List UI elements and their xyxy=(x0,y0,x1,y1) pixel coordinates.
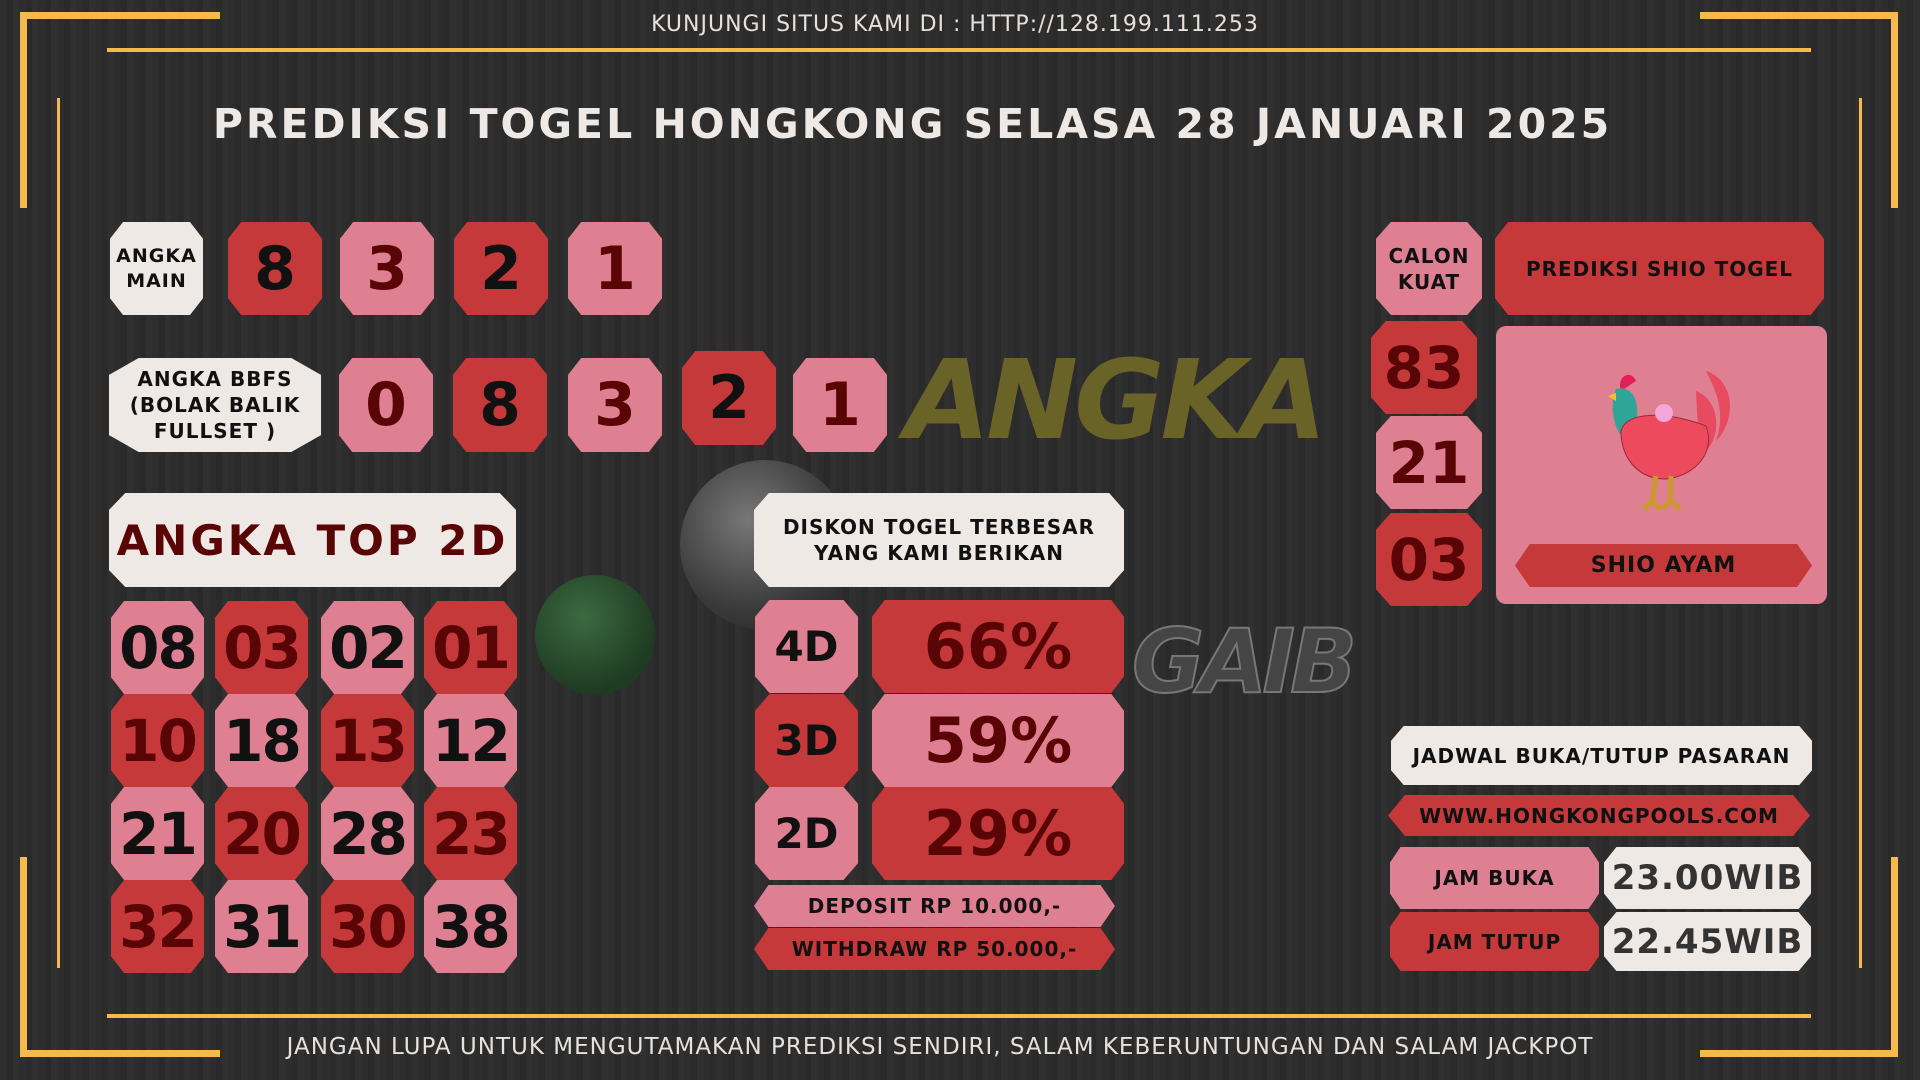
withdraw-info: WITHDRAW RP 50.000,- xyxy=(754,928,1115,970)
label-line: (BOLAK BALIK xyxy=(129,393,301,417)
top-2d-number: 18 xyxy=(215,694,308,787)
bbfs-digit: 1 xyxy=(793,358,887,452)
frame-corner xyxy=(1700,1050,1898,1057)
label-line: ANGKA BBFS xyxy=(137,367,293,391)
frame-corner xyxy=(1700,12,1898,19)
diskon-value: 59% xyxy=(872,694,1124,787)
diskon-type: 4D xyxy=(755,600,858,693)
label-line: ANGKA xyxy=(116,244,197,267)
label-line: MAIN xyxy=(126,269,187,292)
frame-corner xyxy=(1891,12,1898,208)
website-link[interactable]: WWW.HONGKONGPOOLS.COM xyxy=(1388,795,1810,836)
frame-corner xyxy=(20,1050,220,1057)
shio-name: SHIO AYAM xyxy=(1515,544,1812,587)
diskon-type: 3D xyxy=(755,694,858,787)
label-line: KUAT xyxy=(1397,269,1461,294)
label-line: DISKON TOGEL TERBESAR xyxy=(782,515,1096,539)
bbfs-digit: 8 xyxy=(453,358,547,452)
calon-kuat-number: 03 xyxy=(1376,513,1482,606)
page-title: PREDIKSI TOGEL HONGKONG SELASA 28 JANUAR… xyxy=(212,100,1613,148)
jam-buka-label: JAM BUKA xyxy=(1390,847,1599,909)
calon-kuat-number: 83 xyxy=(1371,321,1477,414)
right-rule xyxy=(1859,98,1862,968)
footer-text: JANGAN LUPA UNTUK MENGUTAMAKAN PREDIKSI … xyxy=(286,1034,1594,1060)
jam-buka-value: 23.00WIB xyxy=(1604,847,1811,909)
frame-corner xyxy=(20,12,220,19)
top-2d-number: 20 xyxy=(215,787,308,880)
top-2d-number: 13 xyxy=(321,694,414,787)
watermark-logo: GAIB xyxy=(1131,610,1358,713)
top-2d-number: 10 xyxy=(111,694,204,787)
top-2d-number: 28 xyxy=(321,787,414,880)
calon-kuat-number: 21 xyxy=(1376,416,1482,509)
bbfs-digit: 3 xyxy=(568,358,662,452)
top-2d-number: 02 xyxy=(321,601,414,694)
top-2d-number: 01 xyxy=(424,601,517,694)
top-divider xyxy=(107,48,1811,52)
diskon-label: DISKON TOGEL TERBESAR YANG KAMI BERIKAN xyxy=(754,493,1124,587)
visit-site-text: KUNJUNGI SITUS KAMI DI : HTTP://128.199.… xyxy=(651,12,1259,37)
diskon-type: 2D xyxy=(755,787,858,880)
angka-main-digit: 2 xyxy=(454,222,548,315)
top-2d-number: 38 xyxy=(424,880,517,973)
angka-main-digit: 3 xyxy=(340,222,434,315)
prediksi-shio-label: PREDIKSI SHIO TOGEL xyxy=(1495,222,1824,315)
left-rule xyxy=(57,98,60,968)
label-line: CALON xyxy=(1388,243,1470,268)
label-line: YANG KAMI BERIKAN xyxy=(814,541,1064,565)
top-2d-number: 31 xyxy=(215,880,308,973)
angka-main-digit: 1 xyxy=(568,222,662,315)
label-line: FULLSET ) xyxy=(153,419,277,443)
frame-corner xyxy=(20,12,27,208)
top-2d-number: 12 xyxy=(424,694,517,787)
frame-corner xyxy=(1891,857,1898,1057)
rooster-icon xyxy=(1608,371,1730,511)
top-2d-number: 32 xyxy=(111,880,204,973)
angka-main-label: ANGKA MAIN xyxy=(110,222,203,315)
billiard-ball-icon xyxy=(535,575,655,695)
frame-corner xyxy=(20,857,27,1057)
watermark-logo: ANGKA xyxy=(905,336,1327,464)
top-2d-number: 30 xyxy=(321,880,414,973)
top-2d-label: ANGKA TOP 2D xyxy=(109,493,516,587)
top-2d-number: 03 xyxy=(215,601,308,694)
diskon-value: 29% xyxy=(872,787,1124,880)
deposit-info: DEPOSIT RP 10.000,- xyxy=(754,885,1115,927)
top-2d-number: 23 xyxy=(424,787,517,880)
bbfs-digit: 0 xyxy=(339,358,433,452)
angka-main-digit: 8 xyxy=(228,222,322,315)
calon-kuat-label: CALON KUAT xyxy=(1376,222,1482,315)
diskon-value: 66% xyxy=(872,600,1124,693)
jam-tutup-value: 22.45WIB xyxy=(1604,912,1811,971)
jadwal-label: JADWAL BUKA/TUTUP PASARAN xyxy=(1391,726,1812,785)
top-2d-number: 21 xyxy=(111,787,204,880)
top-2d-number: 08 xyxy=(111,601,204,694)
jam-tutup-label: JAM TUTUP xyxy=(1390,912,1599,971)
bbfs-label: ANGKA BBFS (BOLAK BALIK FULLSET ) xyxy=(109,358,321,452)
bbfs-digit: 2 xyxy=(682,351,776,445)
bottom-divider xyxy=(107,1014,1811,1018)
